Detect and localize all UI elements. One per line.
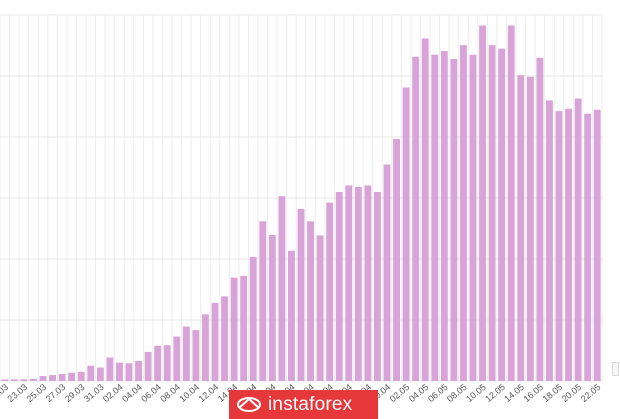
tick-label: 06.05: [426, 382, 450, 404]
bar-08.04: [173, 336, 181, 381]
bar-03.04: [125, 363, 133, 381]
bar-01.04: [106, 357, 114, 381]
bar-02.04: [116, 362, 123, 381]
tick-label: 04.05: [407, 382, 431, 404]
tick-label: 08.05: [445, 382, 469, 404]
bar-12.04: [211, 302, 219, 381]
bar-12.05: [498, 48, 506, 381]
tick-label: 27.03: [44, 382, 68, 404]
bar-28.03: [68, 372, 76, 381]
bar-23.04: [316, 235, 324, 381]
bar-06.04: [154, 345, 162, 381]
tick-label: 02.05: [388, 382, 412, 404]
tick-label: 10.04: [177, 382, 201, 404]
tick-label: 12.05: [483, 382, 507, 404]
bar-04.05: [421, 38, 429, 381]
bar-13.05: [507, 25, 515, 382]
bars: [1, 25, 601, 382]
tick-label: 12.04: [197, 382, 221, 404]
tick-label: 10.05: [464, 382, 488, 404]
tick-label: 18.05: [541, 382, 565, 404]
bar-24.04: [326, 202, 334, 381]
instaforex-logo-icon: [237, 397, 261, 412]
bar-18.04: [268, 235, 276, 381]
bar-10.04: [192, 330, 200, 381]
bar-28.04: [364, 185, 372, 381]
tick-label: 20.05: [560, 382, 584, 404]
bar-16.05: [536, 57, 544, 381]
bar-29.03: [77, 371, 85, 381]
tick-label: 21.03: [0, 382, 10, 404]
bar-29.04: [374, 191, 381, 381]
bar-15.04: [240, 275, 248, 381]
tick-label: 06.04: [139, 382, 163, 404]
scroll-handle-icon[interactable]: [612, 362, 619, 376]
bar-17.05: [546, 100, 553, 382]
bar-22.05: [593, 109, 601, 381]
watermark-text: instaforex: [268, 393, 353, 415]
bar-21.04: [297, 208, 305, 381]
tick-label: 23.03: [5, 382, 29, 404]
tick-label: 16.05: [521, 382, 545, 404]
bar-05.04: [144, 351, 152, 381]
tick-label: 04.04: [120, 382, 144, 404]
watermark-banner: instaforex: [229, 390, 378, 419]
bar-22.04: [307, 221, 314, 381]
bar-26.03: [49, 375, 56, 381]
bar-04.04: [135, 360, 142, 381]
bar-11.04: [202, 314, 209, 381]
bar-14.05: [517, 75, 525, 382]
tick-label: 29.03: [63, 382, 87, 404]
tick-label: 08.04: [158, 382, 182, 404]
bar-08.05: [460, 45, 467, 381]
bar-16.04: [249, 256, 257, 381]
bar-20.04: [288, 250, 295, 381]
tick-label: 31.03: [82, 382, 106, 404]
tick-label: 25.03: [25, 382, 49, 404]
bar-07.04: [163, 345, 171, 381]
bar-20.05: [574, 98, 582, 381]
bar-03.05: [412, 56, 420, 381]
bar-02.05: [402, 87, 410, 381]
grid-lines: [0, 14, 603, 382]
bar-06.05: [440, 51, 448, 381]
bar-15.05: [526, 76, 534, 381]
tick-label: 02.04: [101, 382, 125, 404]
bar-21.05: [584, 113, 592, 381]
bar-09.04: [182, 326, 190, 381]
bar-19.05: [565, 108, 572, 381]
bar-22.03: [10, 379, 18, 381]
tick-label: 14.05: [502, 382, 526, 404]
bar-13.04: [221, 296, 228, 381]
bar-31.03: [96, 367, 104, 381]
bar-17.04: [259, 221, 267, 381]
bar-10.05: [479, 25, 486, 382]
bar-23.03: [20, 379, 28, 381]
bar-18.05: [555, 111, 563, 382]
tick-label: 22.05: [579, 382, 603, 404]
bar-19.04: [278, 196, 286, 381]
bar-14.04: [230, 277, 238, 381]
bar-27.03: [58, 374, 66, 381]
bar-30.04: [383, 164, 391, 381]
bar-11.05: [488, 45, 496, 381]
bar-25.04: [335, 191, 343, 381]
bar-21.03: [1, 379, 9, 381]
bar-05.05: [431, 54, 439, 382]
bar-30.03: [87, 365, 95, 381]
bar-24.03: [30, 378, 37, 381]
bar-27.04: [354, 186, 362, 381]
bar-07.05: [450, 58, 458, 381]
bar-01.05: [393, 139, 400, 381]
bar-26.04: [345, 185, 353, 381]
bar-25.03: [39, 376, 47, 381]
bar-09.05: [469, 54, 477, 382]
